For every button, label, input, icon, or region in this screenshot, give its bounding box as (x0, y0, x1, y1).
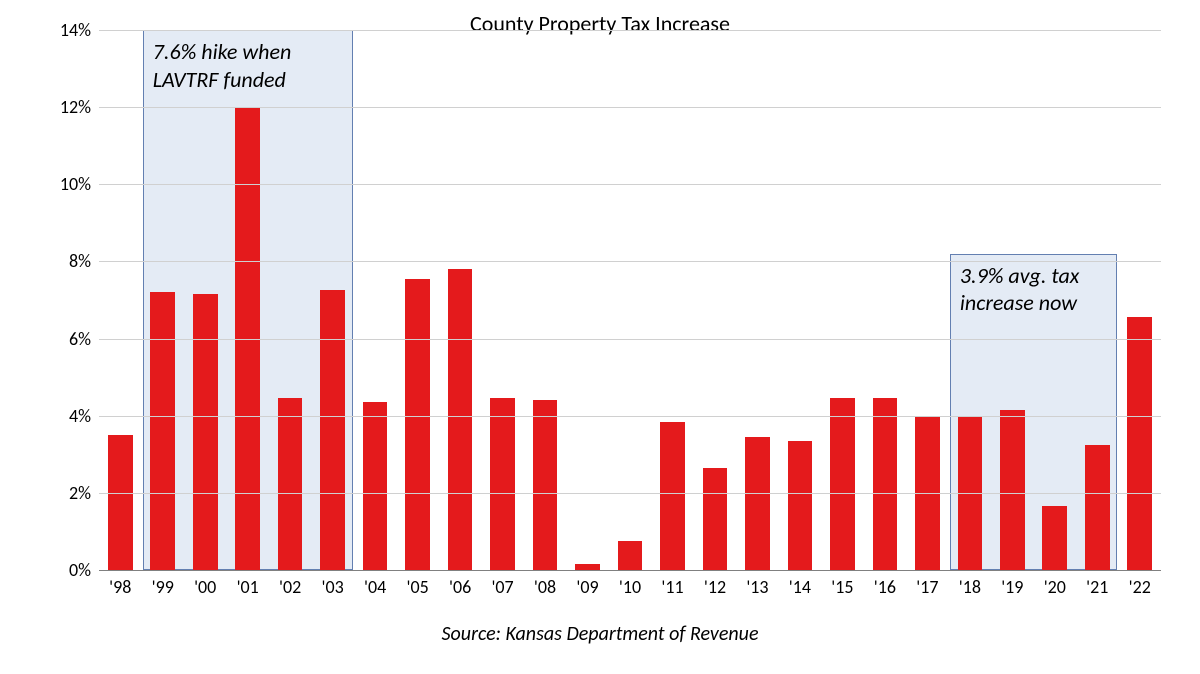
bar (150, 292, 175, 570)
y-tick-label: 2% (69, 482, 99, 504)
x-tick-label: '19 (1001, 570, 1023, 598)
bar (1085, 445, 1110, 570)
y-tick-label: 0% (69, 559, 99, 581)
x-tick-label: '09 (576, 570, 598, 598)
x-tick-label: '10 (619, 570, 641, 598)
bar (193, 294, 218, 570)
bar (1042, 506, 1067, 570)
bar (660, 422, 685, 571)
bar (405, 279, 430, 570)
x-tick-label: '21 (1086, 570, 1108, 598)
x-tick-label: '20 (1044, 570, 1066, 598)
bar (363, 402, 388, 570)
x-tick-label: '18 (959, 570, 981, 598)
bar (490, 398, 515, 570)
x-tick-label: '04 (364, 570, 386, 598)
x-tick-label: '17 (916, 570, 938, 598)
bar (1127, 317, 1152, 570)
x-tick-label: '01 (237, 570, 259, 598)
gridline (99, 30, 1161, 31)
gridline (99, 184, 1161, 185)
gridline (99, 416, 1161, 417)
plot-area: 0%2%4%6%8%10%12%14%7.6% hike when LAVTRF… (98, 30, 1161, 570)
bar (1000, 410, 1025, 570)
x-tick-label: '15 (831, 570, 853, 598)
x-tick-label: '12 (704, 570, 726, 598)
highlight-annotation: 3.9% avg. tax increase now (960, 262, 1079, 317)
y-tick-label: 8% (69, 250, 99, 272)
gridline (99, 107, 1161, 108)
bar (278, 398, 303, 570)
x-tick-label: '22 (1129, 570, 1151, 598)
x-tick-label: '00 (194, 570, 216, 598)
x-tick-label: '07 (491, 570, 513, 598)
bar (873, 398, 898, 570)
x-tick-label: '11 (661, 570, 683, 598)
y-tick-label: 12% (60, 96, 99, 118)
x-tick-label: '03 (322, 570, 344, 598)
x-tick-label: '13 (746, 570, 768, 598)
y-tick-label: 6% (69, 328, 99, 350)
x-tick-label: '02 (279, 570, 301, 598)
bar (788, 441, 813, 570)
highlight-annotation: 7.6% hike when LAVTRF funded (153, 38, 292, 93)
y-tick-label: 4% (69, 405, 99, 427)
gridline (99, 493, 1161, 494)
bar (108, 435, 133, 570)
x-tick-label: '16 (874, 570, 896, 598)
gridline (99, 339, 1161, 340)
x-tick-label: '99 (152, 570, 174, 598)
bar (320, 290, 345, 570)
bar (448, 269, 473, 570)
x-tick-label: '14 (789, 570, 811, 598)
x-tick-label: '08 (534, 570, 556, 598)
x-tick-label: '98 (109, 570, 131, 598)
x-tick-label: '05 (406, 570, 428, 598)
x-tick-label: '06 (449, 570, 471, 598)
chart-container: County Property Tax Increase 0%2%4%6%8%1… (0, 0, 1200, 674)
source-caption: Source: Kansas Department of Revenue (441, 622, 758, 646)
bar (745, 437, 770, 570)
bar (830, 398, 855, 570)
bar (533, 400, 558, 570)
y-tick-label: 14% (60, 19, 99, 41)
bar (703, 468, 728, 570)
y-tick-label: 10% (60, 173, 99, 195)
bar (618, 541, 643, 570)
